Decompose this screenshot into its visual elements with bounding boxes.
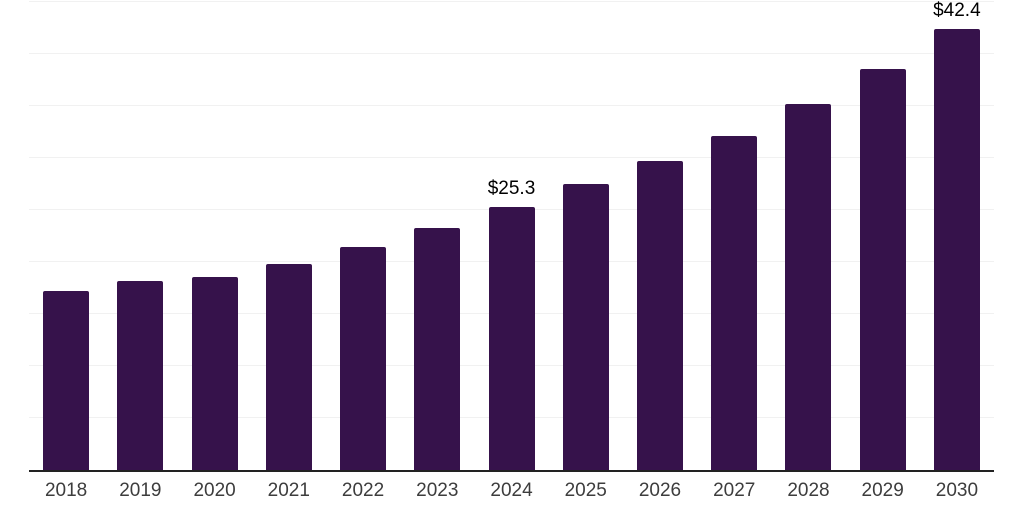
bar-2022[interactable]	[340, 247, 387, 470]
bar-2021[interactable]	[265, 264, 312, 470]
bar-2023[interactable]	[414, 227, 461, 470]
x-axis-label-2023: 2023	[416, 480, 459, 501]
x-axis-label-2028: 2028	[787, 480, 830, 501]
bar-2019[interactable]	[117, 280, 164, 470]
bar-2024[interactable]	[488, 206, 535, 470]
plot-area: $25.3 $42.4	[29, 0, 994, 472]
x-axis-label-2024: 2024	[490, 480, 533, 501]
x-axis-label-2020: 2020	[193, 480, 236, 501]
gridline	[29, 157, 994, 158]
bar-2030[interactable]	[933, 29, 980, 470]
gridline	[29, 53, 994, 54]
gridline	[29, 105, 994, 106]
x-axis-labels: 2018 2019 2020 2021 2022 2023 2024 2025 2026 2027…	[29, 478, 994, 508]
bar-2029[interactable]	[859, 68, 906, 470]
bar-2025[interactable]	[562, 184, 609, 470]
bar-2020[interactable]	[191, 276, 238, 470]
x-axis-line	[29, 470, 994, 472]
gridline	[29, 1, 994, 2]
bar-2027[interactable]	[711, 136, 758, 470]
bar-2018[interactable]	[43, 291, 90, 470]
bar-2026[interactable]	[636, 161, 683, 470]
x-axis-label-2018: 2018	[44, 480, 88, 501]
x-axis-label-2019: 2019	[119, 480, 162, 501]
x-axis-label-2030: 2030	[935, 480, 979, 501]
x-axis-label-2025: 2025	[564, 480, 607, 501]
bar-value-label-2024: $25.3	[487, 177, 536, 199]
bar-2028[interactable]	[785, 103, 832, 470]
x-axis-label-2029: 2029	[861, 480, 904, 501]
x-axis-label-2022: 2022	[341, 480, 385, 501]
bar-value-label-2030: $42.4	[933, 0, 981, 22]
x-axis-label-2021: 2021	[267, 480, 310, 501]
x-axis-label-2026: 2026	[638, 480, 682, 501]
x-axis-label-2027: 2027	[713, 480, 756, 501]
